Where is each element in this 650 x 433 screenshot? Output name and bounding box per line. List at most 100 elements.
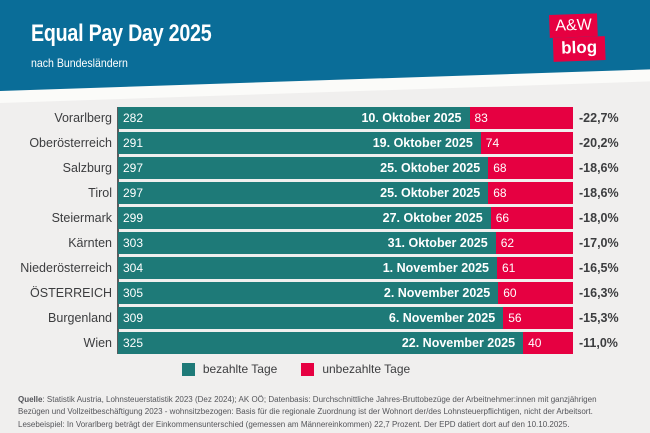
unpaid-days-value: 61	[502, 261, 516, 275]
paid-days-bar: 297 25. Oktober 2025	[118, 157, 489, 179]
unpaid-days-bar: 74	[480, 132, 573, 154]
state-label: Wien	[83, 336, 112, 350]
unpaid-days-value: 56	[508, 311, 522, 325]
bar-track: 304 1. November 2025 61	[118, 257, 573, 279]
pay-gap-percentage: -16,3%	[579, 286, 619, 300]
chart-row: Vorarlberg 282 10. Oktober 2025 83 -22,7…	[0, 107, 650, 129]
paid-days-value: 325	[123, 336, 144, 350]
paid-swatch-icon	[181, 362, 195, 376]
state-label: Kärnten	[68, 236, 112, 250]
equal-pay-date-label: 25. Oktober 2025	[380, 186, 481, 200]
unpaid-days-value: 66	[495, 211, 510, 225]
chart-row: ÖSTERREICH 305 2. November 2025 60 -16,3…	[0, 282, 650, 304]
state-label: ÖSTERREICH	[30, 286, 112, 300]
paid-days-value: 297	[123, 161, 144, 175]
chart-row: Wien 325 22. November 2025 40 -11,0%	[0, 332, 650, 354]
chart-row: Burgenland 309 6. November 2025 56 -15,3…	[0, 307, 650, 329]
bar-track: 309 6. November 2025 56	[118, 307, 573, 329]
unpaid-days-bar: 60	[498, 282, 573, 304]
unpaid-days-bar: 56	[503, 307, 573, 329]
pay-gap-percentage: -17,0%	[579, 236, 619, 250]
paid-days-bar: 291 19. Oktober 2025	[118, 132, 481, 154]
paid-days-value: 297	[123, 186, 144, 200]
bar-track: 282 10. Oktober 2025 83	[118, 107, 573, 129]
logo-line-aw: A&W	[549, 13, 599, 38]
source-line-1-text: : Statistik Austria, Lohnsteuerstatistik…	[42, 395, 597, 404]
state-label: Vorarlberg	[54, 111, 112, 125]
logo-line-blog: blog	[552, 36, 606, 62]
chart-row: Kärnten 303 31. Oktober 2025 62 -17,0%	[0, 232, 650, 254]
pay-gap-percentage: -18,0%	[579, 211, 619, 225]
source-label: Quelle	[18, 395, 43, 404]
legend: bezahlte Tage unbezahlte Tage	[0, 362, 592, 376]
bar-track: 297 25. Oktober 2025 68	[118, 182, 573, 204]
legend-item-paid: bezahlte Tage	[181, 362, 278, 376]
unpaid-days-value: 40	[528, 336, 542, 350]
chart-row: Tirol 297 25. Oktober 2025 68 -18,6%	[0, 182, 650, 204]
pay-gap-percentage: -20,2%	[579, 136, 619, 150]
unpaid-days-bar: 68	[488, 157, 573, 179]
bar-chart: Vorarlberg 282 10. Oktober 2025 83 -22,7…	[0, 107, 650, 357]
legend-label-paid: bezahlte Tage	[202, 362, 278, 376]
paid-days-value: 282	[123, 111, 144, 125]
paid-days-value: 305	[123, 286, 144, 300]
unpaid-days-value: 74	[485, 136, 500, 150]
bar-track: 297 25. Oktober 2025 68	[118, 157, 573, 179]
page-title: Equal Pay Day 2025	[31, 20, 212, 47]
aw-blog-logo: A&W blog	[549, 13, 606, 62]
paid-days-bar: 304 1. November 2025	[118, 257, 497, 279]
bar-track: 305 2. November 2025 60	[118, 282, 573, 304]
state-label: Steiermark	[51, 211, 112, 225]
unpaid-days-bar: 66	[490, 207, 573, 229]
equal-pay-date-label: 25. Oktober 2025	[380, 161, 481, 175]
state-label: Niederösterreich	[20, 261, 112, 275]
state-label: Burgenland	[48, 311, 112, 325]
paid-days-bar: 325 22. November 2025	[118, 332, 524, 354]
paid-days-bar: 305 2. November 2025	[118, 282, 499, 304]
unpaid-days-value: 60	[503, 286, 517, 300]
equal-pay-date-label: 1. November 2025	[382, 261, 489, 275]
unpaid-days-value: 68	[493, 161, 507, 175]
paid-days-value: 291	[123, 136, 144, 150]
pay-gap-percentage: -15,3%	[579, 311, 619, 325]
paid-days-value: 304	[123, 261, 144, 275]
source-line-2: Bezügen und Vollzeitbeschäftigung 2023 -…	[18, 407, 593, 417]
state-label: Salzburg	[62, 161, 112, 175]
pay-gap-percentage: -18,6%	[579, 161, 619, 175]
chart-row: Salzburg 297 25. Oktober 2025 68 -18,6%	[0, 157, 650, 179]
state-label: Oberösterreich	[29, 136, 112, 150]
y-axis-line	[117, 107, 119, 354]
paid-days-value: 303	[123, 236, 144, 250]
unpaid-days-value: 83	[474, 111, 488, 125]
unpaid-days-value: 68	[493, 186, 507, 200]
legend-label-unpaid: unbezahlte Tage	[322, 362, 411, 376]
equal-pay-date-label: 19. Oktober 2025	[372, 136, 473, 150]
bar-track: 299 27. Oktober 2025 66	[118, 207, 573, 229]
unpaid-days-bar: 40	[523, 332, 573, 354]
pay-gap-percentage: -11,0%	[579, 336, 618, 350]
chart-row: Niederösterreich 304 1. November 2025 61…	[0, 257, 650, 279]
equal-pay-date-label: 2. November 2025	[383, 286, 491, 300]
bar-track: 325 22. November 2025 40	[118, 332, 573, 354]
paid-days-bar: 282 10. Oktober 2025	[118, 107, 470, 129]
paid-days-bar: 299 27. Oktober 2025	[118, 207, 491, 229]
unpaid-days-value: 62	[500, 236, 515, 250]
paid-days-bar: 297 25. Oktober 2025	[118, 182, 489, 204]
equal-pay-date-label: 22. November 2025	[401, 336, 516, 350]
paid-days-bar: 303 31. Oktober 2025	[118, 232, 496, 254]
pay-gap-percentage: -22,7%	[579, 111, 619, 125]
paid-days-value: 309	[123, 311, 144, 325]
unpaid-days-bar: 68	[488, 182, 573, 204]
equal-pay-date-label: 31. Oktober 2025	[387, 236, 488, 250]
equal-pay-date-label: 27. Oktober 2025	[382, 211, 483, 225]
paid-days-value: 299	[123, 211, 144, 225]
unpaid-swatch-icon	[301, 362, 315, 376]
pay-gap-percentage: -16,5%	[579, 261, 619, 275]
equal-pay-date-label: 10. Oktober 2025	[361, 111, 462, 125]
unpaid-days-bar: 61	[497, 257, 573, 279]
source-line-1: Quelle: Statistik Austria, Lohnsteuersta…	[18, 394, 640, 406]
pay-gap-percentage: -18,6%	[579, 186, 619, 200]
state-label: Tirol	[88, 186, 112, 200]
bar-track: 303 31. Oktober 2025 62	[118, 232, 573, 254]
